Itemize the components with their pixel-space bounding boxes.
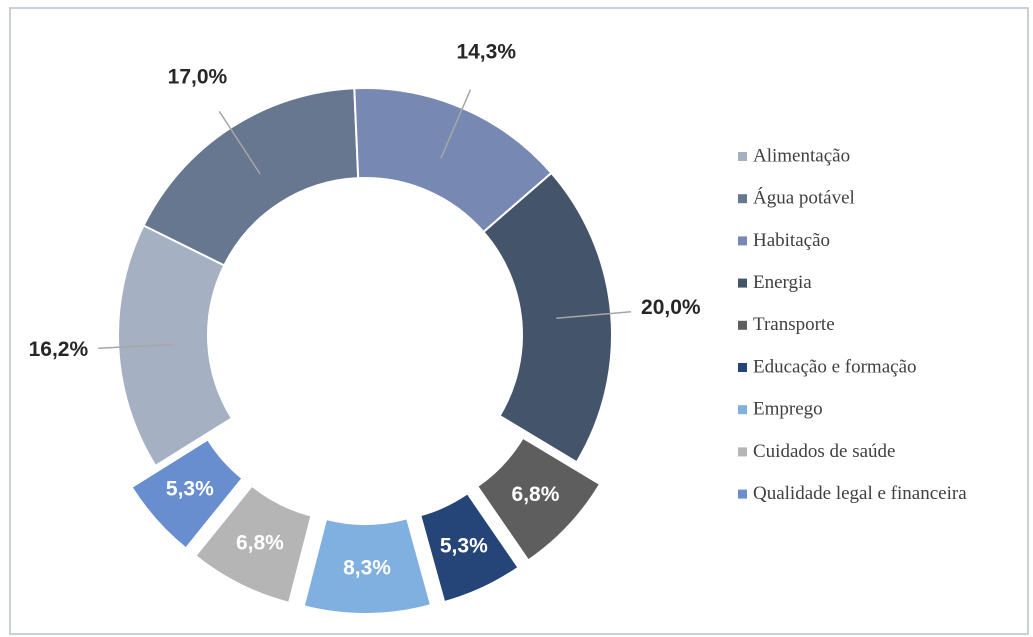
donut-slice — [194, 484, 313, 605]
legend-label: Transporte — [753, 314, 835, 335]
legend-swatch — [738, 320, 747, 330]
data-label: 14,3% — [456, 40, 516, 63]
leader-line — [218, 110, 261, 175]
legend-label: Qualidade legal e financeira — [753, 483, 967, 504]
legend-swatch — [738, 489, 747, 499]
legend-label: Cuidados de saúde — [753, 441, 895, 462]
legend-swatch — [738, 447, 747, 457]
legend-label: Alimentação — [753, 145, 850, 166]
donut-slice — [130, 438, 244, 550]
legend-label: Energia — [753, 272, 812, 293]
legend-label: Emprego — [753, 399, 823, 420]
data-label: 16,2% — [29, 338, 89, 361]
legend-swatch — [738, 405, 747, 415]
legend-swatch — [738, 278, 747, 288]
donut-slice — [475, 436, 602, 562]
legend-swatch — [738, 194, 747, 204]
legend-swatch — [738, 236, 747, 246]
data-label: 6,8% — [236, 532, 284, 555]
leader-line — [440, 89, 472, 159]
data-label: 17,0% — [168, 65, 228, 88]
leader-line — [556, 310, 632, 320]
legend-label: Habitação — [753, 230, 830, 251]
legend-label: Educação e formação — [753, 356, 917, 377]
donut-slice — [482, 171, 613, 464]
data-label: 20,0% — [641, 296, 701, 319]
data-label: 5,3% — [166, 478, 214, 501]
data-label: 5,3% — [440, 535, 488, 558]
legend-swatch — [738, 363, 747, 372]
legend-swatch — [738, 152, 747, 161]
data-label: 8,3% — [343, 557, 391, 580]
donut-slice — [302, 517, 433, 615]
donut-slice — [419, 491, 520, 604]
leader-line — [98, 343, 174, 349]
legend-label: Água potável — [753, 187, 855, 209]
data-label: 6,8% — [512, 483, 560, 506]
